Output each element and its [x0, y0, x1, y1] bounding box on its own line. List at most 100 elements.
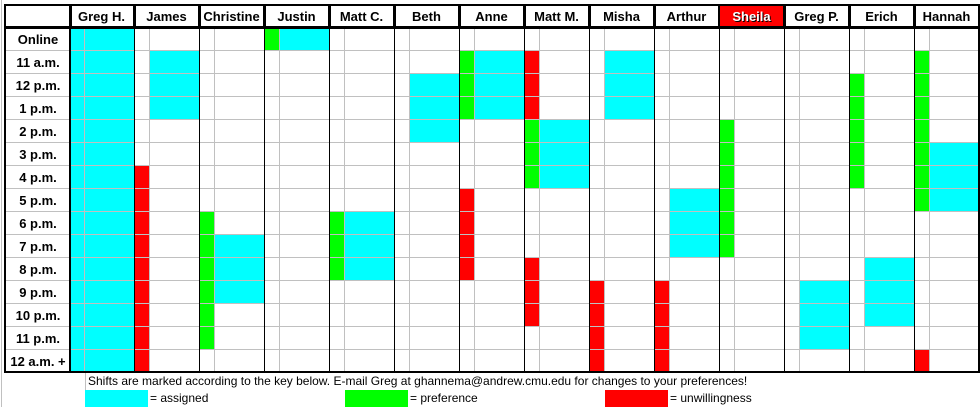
shift-cell-mark[interactable]: [265, 51, 280, 74]
shift-cell-mark[interactable]: [915, 97, 930, 120]
shift-cell[interactable]: [85, 212, 135, 235]
shift-cell-mark[interactable]: [850, 258, 865, 281]
shift-cell-mark[interactable]: [200, 281, 215, 304]
shift-cell-mark[interactable]: [265, 28, 280, 51]
shift-cell[interactable]: [540, 120, 590, 143]
shift-cell-mark[interactable]: [655, 143, 670, 166]
shift-cell[interactable]: [345, 166, 395, 189]
shift-cell[interactable]: [605, 51, 655, 74]
shift-cell-mark[interactable]: [850, 235, 865, 258]
shift-cell-mark[interactable]: [200, 304, 215, 327]
shift-cell-mark[interactable]: [850, 281, 865, 304]
shift-cell-mark[interactable]: [330, 281, 345, 304]
shift-cell[interactable]: [475, 189, 525, 212]
shift-cell[interactable]: [540, 327, 590, 350]
shift-cell-mark[interactable]: [525, 258, 540, 281]
shift-cell-mark[interactable]: [460, 74, 475, 97]
shift-cell-mark[interactable]: [70, 28, 85, 51]
shift-cell-mark[interactable]: [330, 327, 345, 350]
shift-cell[interactable]: [215, 97, 265, 120]
shift-cell[interactable]: [865, 143, 915, 166]
shift-cell-mark[interactable]: [460, 143, 475, 166]
shift-cell[interactable]: [605, 166, 655, 189]
shift-cell[interactable]: [800, 143, 850, 166]
shift-cell[interactable]: [345, 51, 395, 74]
shift-cell[interactable]: [345, 74, 395, 97]
shift-cell-mark[interactable]: [850, 120, 865, 143]
shift-cell[interactable]: [930, 97, 980, 120]
shift-cell-mark[interactable]: [655, 281, 670, 304]
shift-cell-mark[interactable]: [915, 212, 930, 235]
shift-cell[interactable]: [475, 143, 525, 166]
shift-cell[interactable]: [475, 258, 525, 281]
shift-cell-mark[interactable]: [265, 143, 280, 166]
shift-cell-mark[interactable]: [70, 327, 85, 350]
shift-cell-mark[interactable]: [135, 74, 150, 97]
shift-cell-mark[interactable]: [265, 120, 280, 143]
shift-cell-mark[interactable]: [460, 327, 475, 350]
shift-cell-mark[interactable]: [460, 120, 475, 143]
shift-cell[interactable]: [345, 189, 395, 212]
shift-cell[interactable]: [735, 97, 785, 120]
shift-cell-mark[interactable]: [330, 120, 345, 143]
shift-cell-mark[interactable]: [590, 166, 605, 189]
shift-cell-mark[interactable]: [330, 166, 345, 189]
shift-cell-mark[interactable]: [785, 166, 800, 189]
shift-cell-mark[interactable]: [135, 258, 150, 281]
shift-cell-mark[interactable]: [590, 304, 605, 327]
shift-cell-mark[interactable]: [720, 97, 735, 120]
shift-cell[interactable]: [930, 189, 980, 212]
shift-cell[interactable]: [215, 212, 265, 235]
shift-cell-mark[interactable]: [200, 97, 215, 120]
shift-cell-mark[interactable]: [720, 51, 735, 74]
shift-cell[interactable]: [410, 74, 460, 97]
shift-cell-mark[interactable]: [850, 28, 865, 51]
shift-cell-mark[interactable]: [135, 28, 150, 51]
shift-cell[interactable]: [670, 166, 720, 189]
shift-cell-mark[interactable]: [330, 143, 345, 166]
shift-cell[interactable]: [85, 97, 135, 120]
shift-cell[interactable]: [930, 166, 980, 189]
shift-cell[interactable]: [410, 97, 460, 120]
shift-cell-mark[interactable]: [525, 74, 540, 97]
shift-cell-mark[interactable]: [525, 97, 540, 120]
shift-cell[interactable]: [930, 350, 980, 373]
shift-cell-mark[interactable]: [200, 258, 215, 281]
shift-cell-mark[interactable]: [265, 304, 280, 327]
shift-cell[interactable]: [800, 327, 850, 350]
shift-cell[interactable]: [670, 51, 720, 74]
shift-cell[interactable]: [345, 143, 395, 166]
shift-cell-mark[interactable]: [655, 189, 670, 212]
shift-cell-mark[interactable]: [785, 350, 800, 373]
shift-cell-mark[interactable]: [850, 212, 865, 235]
shift-cell[interactable]: [800, 120, 850, 143]
shift-cell-mark[interactable]: [785, 281, 800, 304]
shift-cell[interactable]: [670, 212, 720, 235]
shift-cell[interactable]: [150, 97, 200, 120]
shift-cell[interactable]: [540, 97, 590, 120]
shift-cell[interactable]: [85, 304, 135, 327]
shift-cell-mark[interactable]: [525, 166, 540, 189]
shift-cell[interactable]: [605, 212, 655, 235]
shift-cell[interactable]: [540, 350, 590, 373]
shift-cell[interactable]: [800, 51, 850, 74]
shift-cell-mark[interactable]: [135, 51, 150, 74]
shift-cell[interactable]: [345, 97, 395, 120]
shift-cell-mark[interactable]: [135, 189, 150, 212]
shift-cell[interactable]: [800, 74, 850, 97]
shift-cell[interactable]: [475, 212, 525, 235]
shift-cell[interactable]: [670, 350, 720, 373]
shift-cell[interactable]: [540, 74, 590, 97]
shift-cell[interactable]: [670, 304, 720, 327]
shift-cell-mark[interactable]: [70, 350, 85, 373]
shift-cell-mark[interactable]: [915, 258, 930, 281]
shift-cell[interactable]: [605, 97, 655, 120]
shift-cell[interactable]: [150, 327, 200, 350]
shift-cell-mark[interactable]: [395, 166, 410, 189]
shift-cell[interactable]: [800, 28, 850, 51]
shift-cell[interactable]: [735, 28, 785, 51]
shift-cell[interactable]: [735, 120, 785, 143]
shift-cell-mark[interactable]: [200, 235, 215, 258]
shift-cell-mark[interactable]: [460, 189, 475, 212]
shift-cell[interactable]: [150, 28, 200, 51]
